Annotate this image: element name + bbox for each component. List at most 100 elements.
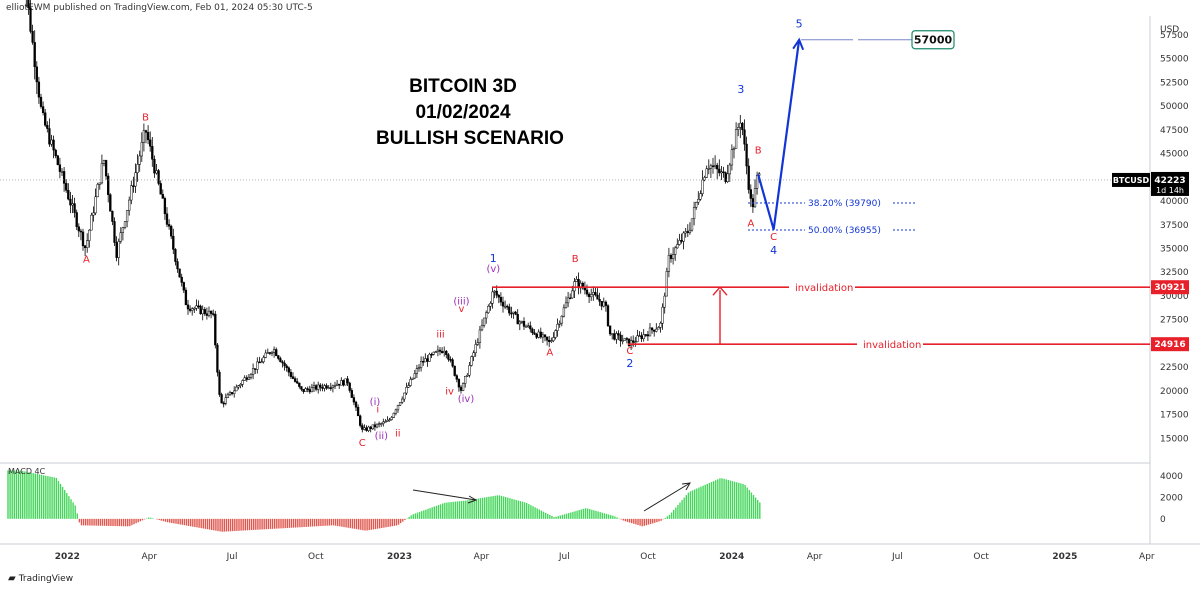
candle: [340, 377, 343, 386]
candle-body: [621, 340, 624, 342]
candle: [564, 296, 568, 309]
candle: [207, 306, 211, 318]
candle-body: [117, 241, 120, 258]
candle: [392, 412, 395, 419]
target-box[interactable]: [911, 30, 955, 50]
candle-body: [256, 361, 259, 370]
candle: [264, 349, 267, 359]
candle-body: [405, 387, 408, 394]
time-tick-label: 2022: [55, 552, 80, 562]
candle-body: [443, 350, 446, 353]
candle: [688, 222, 692, 235]
candle-body: [453, 365, 456, 376]
candle: [678, 233, 681, 246]
candle-body: [720, 171, 723, 174]
candle: [163, 196, 167, 220]
candle-body: [726, 173, 729, 182]
wave-label: (v): [486, 264, 500, 275]
candle-body: [37, 81, 41, 98]
candle: [342, 379, 345, 387]
candle-body: [277, 355, 280, 359]
price-tick-label: 15000: [1160, 434, 1189, 444]
candle: [621, 334, 624, 345]
candle-body: [384, 421, 387, 423]
candle-body: [193, 308, 196, 310]
candle-body: [487, 306, 490, 314]
candle: [724, 171, 727, 184]
candle-body: [499, 296, 503, 303]
candle: [321, 383, 324, 392]
candle-body: [539, 331, 542, 338]
candle: [170, 224, 173, 240]
candle: [472, 350, 475, 362]
candle: [291, 372, 295, 380]
wave-label: (iii): [453, 296, 469, 307]
candle: [520, 320, 524, 324]
candle-body: [149, 139, 152, 147]
candle-body: [188, 308, 192, 311]
candle-body: [600, 301, 603, 307]
candle: [65, 179, 68, 193]
time-tick-label: Jul: [226, 552, 238, 562]
candle-body: [304, 388, 307, 392]
chart-title-line: 01/02/2024: [415, 102, 511, 123]
last-price-label: 42223: [1154, 176, 1185, 186]
macd-pane[interactable]: MACD 4C: [7, 467, 761, 532]
candle-body: [434, 351, 437, 353]
candle-body: [218, 371, 221, 395]
candle: [642, 329, 645, 342]
candle: [241, 379, 244, 388]
candle-body: [88, 229, 91, 241]
candle-body: [258, 361, 261, 364]
candle-body: [266, 352, 269, 354]
candle: [606, 304, 610, 327]
candle-body: [575, 279, 578, 282]
wave-label: ii: [395, 428, 401, 439]
candle: [39, 93, 43, 109]
candle-body: [100, 163, 104, 184]
candle: [604, 300, 608, 312]
candle: [594, 286, 597, 297]
candle: [583, 281, 587, 295]
price-tick-label: 37500: [1160, 221, 1189, 231]
price-pane[interactable]: [0, 0, 1150, 433]
candle: [380, 422, 383, 427]
candle-body: [432, 351, 435, 355]
candle: [701, 170, 704, 197]
candle-body: [491, 291, 494, 304]
candle: [619, 331, 622, 347]
macd-tick-label: 2000: [1160, 493, 1183, 503]
candle: [409, 376, 412, 387]
candle: [52, 135, 55, 159]
candle-body: [174, 249, 177, 262]
wave-label: 1: [490, 252, 497, 265]
candle: [31, 24, 34, 45]
candle-body: [39, 96, 43, 107]
tradingview-footer[interactable]: ▰ TradingView: [8, 573, 73, 584]
candle: [552, 332, 555, 343]
candle-body: [411, 377, 414, 380]
candle: [117, 238, 120, 266]
candle-body: [52, 139, 55, 151]
candle-body: [558, 322, 561, 325]
candle-body: [671, 254, 675, 259]
candle-body: [592, 292, 595, 295]
candle: [165, 207, 169, 228]
candle-body: [501, 301, 505, 307]
candle: [522, 317, 526, 330]
candle: [245, 375, 248, 382]
candle: [37, 76, 41, 104]
candle: [90, 212, 93, 231]
wave-label: (iv): [458, 394, 475, 405]
candle: [54, 148, 57, 159]
candle: [590, 288, 593, 301]
candle-body: [409, 379, 412, 386]
candle-body: [596, 294, 599, 300]
candle: [214, 310, 217, 349]
candle: [88, 229, 91, 248]
candle: [83, 245, 87, 257]
candle-body: [461, 383, 465, 391]
candle-body: [680, 240, 683, 242]
candle: [228, 390, 232, 396]
